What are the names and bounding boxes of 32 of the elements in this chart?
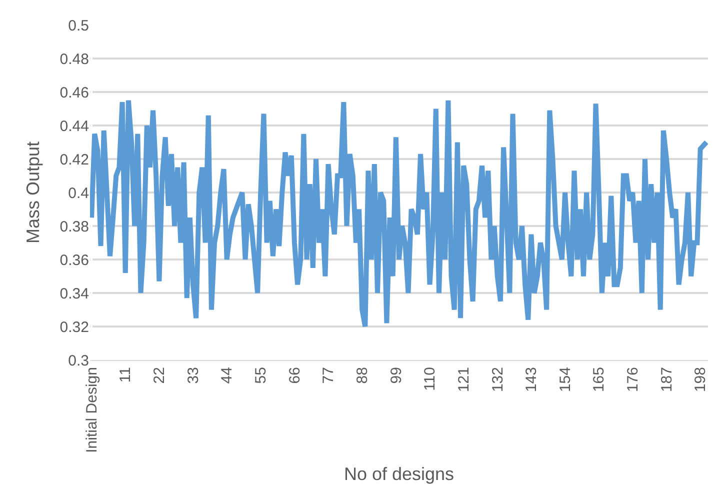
x-tick-label: 77 (320, 367, 338, 384)
x-tick-label: Initial Design (83, 367, 100, 453)
y-tick-label: 0.3 (68, 352, 89, 370)
x-tick-label: 88 (354, 367, 371, 384)
x-tick-label: 22 (151, 367, 168, 384)
x-tick-label: 121 (455, 367, 472, 392)
x-tick-label: 187 (658, 367, 676, 392)
x-tick-label: 55 (252, 367, 270, 384)
y-tick-label: 0.5 (68, 17, 89, 34)
x-tick-label: 143 (523, 367, 540, 392)
y-tick-label: 0.4 (68, 184, 89, 202)
y-tick-label: 0.42 (60, 151, 89, 168)
x-tick-label: 165 (590, 367, 608, 392)
y-tick-label: 0.44 (60, 118, 89, 135)
y-axis-title: Mass Output (22, 141, 43, 244)
y-tick-label: 0.32 (60, 318, 89, 336)
x-tick-label: 99 (388, 367, 405, 384)
x-tick-label: 176 (624, 367, 642, 392)
x-tick-label: 154 (556, 367, 574, 392)
y-tick-label: 0.48 (60, 50, 89, 68)
y-tick-label: 0.36 (60, 252, 89, 269)
y-tick-label: 0.46 (60, 84, 89, 102)
x-tick-label: 44 (218, 367, 236, 384)
x-axis-title: No of designs (344, 464, 454, 484)
y-tick-label: 0.34 (60, 285, 89, 302)
x-tick-label: 132 (489, 367, 506, 392)
x-tick-label: 11 (117, 367, 134, 383)
y-tick-label: 0.38 (60, 218, 89, 236)
x-tick-label: 198 (692, 367, 710, 392)
x-tick-label: 33 (184, 367, 202, 384)
x-tick-label: 66 (286, 367, 304, 384)
x-tick-label: 110 (422, 367, 439, 391)
